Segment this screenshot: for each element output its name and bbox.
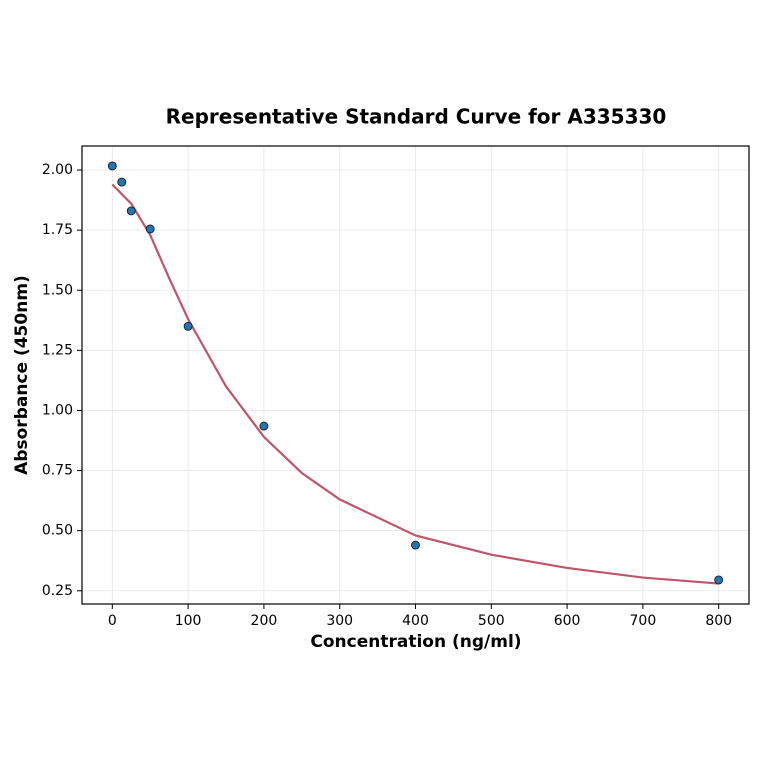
data-point: [183, 321, 193, 331]
y-tick-label: 1.25: [42, 342, 73, 358]
x-tick-label: 400: [402, 613, 429, 629]
data-point: [145, 224, 155, 234]
x-tick-label: 700: [630, 613, 657, 629]
x-tick-label: 500: [478, 613, 505, 629]
x-tick-label: 0: [108, 613, 117, 629]
data-point: [259, 421, 269, 431]
y-tick-label: 1.75: [42, 222, 73, 238]
y-axis-label: Absorbance (450nm): [12, 275, 32, 475]
x-tick-label: 800: [705, 613, 732, 629]
x-axis-label: Concentration (ng/ml): [310, 632, 521, 652]
y-tick-label: 0.25: [42, 583, 73, 599]
y-tick-label: 1.00: [42, 402, 73, 418]
grid: [82, 146, 749, 604]
data-point: [107, 161, 117, 171]
fit-curve: [111, 183, 719, 585]
marks: [107, 161, 724, 585]
y-tick-label: 0.50: [42, 523, 73, 539]
data-point: [126, 206, 136, 216]
data-point: [117, 177, 127, 187]
data-point: [411, 540, 420, 550]
y-tick-label: 1.50: [42, 282, 73, 298]
y-tick-label: 2.00: [42, 162, 73, 178]
data-point: [714, 575, 724, 585]
y-tick-label: 0.75: [42, 463, 73, 479]
x-tick-label: 200: [251, 613, 278, 629]
x-tick-label: 100: [175, 613, 202, 629]
x-tick-label: 300: [326, 613, 353, 629]
chart-title: Representative Standard Curve for A33533…: [166, 105, 667, 129]
x-tick-label: 600: [554, 613, 581, 629]
